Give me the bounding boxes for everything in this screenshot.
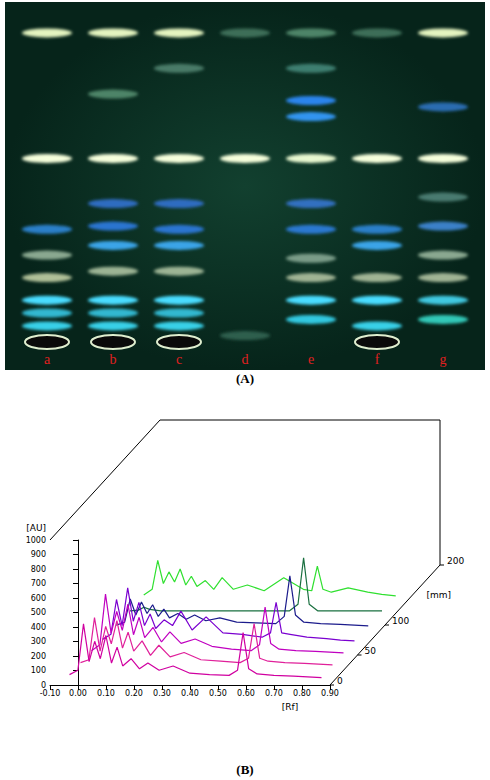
svg-text:f: f: [375, 352, 380, 367]
svg-text:50: 50: [365, 646, 377, 656]
svg-text:700: 700: [31, 579, 46, 588]
svg-text:0.00: 0.00: [69, 689, 87, 698]
svg-text:0.20: 0.20: [125, 689, 143, 698]
svg-text:0.60: 0.60: [237, 689, 255, 698]
svg-text:c: c: [176, 352, 182, 367]
svg-text:200: 200: [31, 652, 46, 661]
svg-text:-0.10: -0.10: [40, 689, 61, 698]
svg-text:900: 900: [31, 550, 46, 559]
svg-text:400: 400: [31, 623, 46, 632]
svg-text:a: a: [44, 352, 51, 367]
svg-text:0: 0: [40, 680, 46, 690]
svg-text:500: 500: [31, 608, 46, 617]
svg-text:0.50: 0.50: [209, 689, 227, 698]
svg-text:g: g: [440, 352, 447, 367]
svg-text:0.70: 0.70: [265, 689, 283, 698]
svg-text:0.10: 0.10: [97, 689, 115, 698]
svg-text:0.90: 0.90: [321, 689, 339, 698]
svg-text:800: 800: [31, 565, 46, 574]
svg-text:0: 0: [337, 676, 343, 686]
html-text:(A): (A): [236, 371, 254, 386]
svg-text:200: 200: [447, 556, 464, 566]
svg-text:[Rf]: [Rf]: [282, 702, 298, 712]
svg-text:0.30: 0.30: [153, 689, 171, 698]
svg-text:0.80: 0.80: [293, 689, 311, 698]
svg-text:d: d: [242, 352, 249, 367]
svg-text:[AU]: [AU]: [26, 523, 46, 533]
svg-text:1000: 1000: [26, 536, 46, 545]
svg-text:100: 100: [31, 666, 46, 675]
svg-text:[mm]: [mm]: [427, 590, 452, 600]
svg-text:300: 300: [31, 637, 46, 646]
svg-text:600: 600: [31, 594, 46, 603]
svg-text:100: 100: [392, 616, 409, 626]
svg-text:0.40: 0.40: [181, 689, 199, 698]
html-text:(B): (B): [236, 762, 254, 777]
svg-text:b: b: [110, 352, 117, 367]
svg-text:e: e: [308, 352, 314, 367]
